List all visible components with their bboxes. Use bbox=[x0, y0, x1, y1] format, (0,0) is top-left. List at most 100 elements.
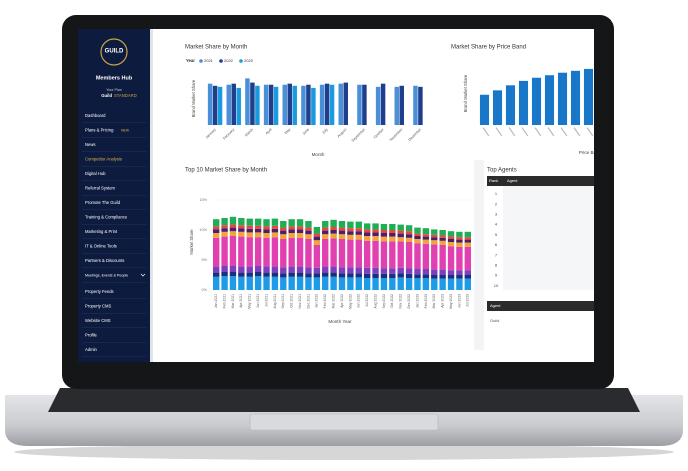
legend-label: 2021 bbox=[204, 58, 214, 63]
x-tick-label: Feb 2022 bbox=[323, 294, 327, 308]
menu-item[interactable]: Property Feeds bbox=[85, 289, 114, 294]
bar-segment bbox=[372, 240, 379, 268]
menu-item[interactable]: Profile bbox=[85, 333, 98, 338]
hub-title: Members Hub bbox=[96, 75, 133, 81]
bar-segment bbox=[347, 273, 354, 278]
bar-segment bbox=[431, 237, 438, 241]
bar bbox=[343, 82, 348, 125]
bar-segment bbox=[322, 239, 329, 267]
bar-segment bbox=[238, 225, 245, 229]
bar-segment bbox=[439, 237, 446, 241]
bar-segment bbox=[254, 232, 262, 238]
menu-item[interactable]: Meetings, Events & People bbox=[85, 273, 128, 277]
bar bbox=[226, 84, 232, 125]
bar-segment bbox=[355, 239, 362, 268]
legend-swatch bbox=[239, 59, 243, 63]
bar-segment bbox=[305, 221, 312, 228]
bar-segment bbox=[221, 266, 228, 272]
bar-segment bbox=[280, 239, 287, 268]
menu-item[interactable]: Admin bbox=[85, 347, 98, 352]
logo-ring bbox=[100, 38, 128, 66]
bar-segment bbox=[338, 267, 346, 274]
bar-segment bbox=[313, 227, 321, 234]
bar bbox=[245, 78, 250, 125]
bar-segment bbox=[372, 232, 379, 236]
bar-segment bbox=[464, 237, 471, 240]
bar-segment bbox=[372, 223, 379, 230]
bar-segment bbox=[296, 237, 304, 267]
bar-segment bbox=[229, 266, 237, 272]
bar-segment bbox=[439, 245, 446, 270]
bar-segment bbox=[389, 224, 396, 230]
sidebar bbox=[78, 29, 150, 362]
x-tick-label: Dec 2022 bbox=[407, 294, 411, 309]
bar-segment bbox=[296, 226, 304, 230]
table-title: Top Agents bbox=[487, 168, 517, 174]
bar-segment bbox=[389, 278, 396, 290]
menu-item[interactable]: Marketing & Print bbox=[85, 229, 118, 234]
menu-item[interactable]: Promote The Guild bbox=[85, 200, 121, 205]
bar-segment bbox=[288, 226, 295, 230]
bar-segment bbox=[355, 267, 362, 274]
bar-segment bbox=[263, 266, 270, 273]
bar bbox=[255, 85, 260, 125]
bar-segment bbox=[431, 229, 438, 235]
menu-item[interactable]: Property CMS bbox=[85, 304, 112, 309]
bar-segment bbox=[322, 276, 329, 290]
bar-segment bbox=[305, 227, 312, 231]
bar-segment bbox=[246, 276, 253, 290]
menu-item[interactable]: IT & Online Tools bbox=[85, 244, 117, 249]
bar-segment bbox=[405, 234, 413, 238]
x-tick-placeholder bbox=[534, 127, 542, 137]
bar-segment bbox=[422, 228, 430, 235]
x-tick-placeholder bbox=[508, 127, 516, 137]
bar bbox=[583, 68, 594, 125]
bar-segment bbox=[414, 269, 421, 275]
bar-segment bbox=[305, 230, 312, 235]
bar-segment bbox=[338, 273, 346, 278]
bar-segment bbox=[414, 236, 421, 239]
menu-item[interactable]: Referral System bbox=[85, 186, 116, 191]
bar-segment bbox=[363, 232, 371, 236]
x-axis-label: Month bbox=[312, 152, 325, 157]
bar-segment bbox=[322, 266, 329, 273]
menu-item[interactable]: Website CMS bbox=[85, 318, 111, 323]
x-tick-placeholder bbox=[586, 127, 594, 137]
bar-segment bbox=[372, 278, 379, 290]
bar-segment bbox=[229, 224, 237, 228]
bar-segment bbox=[313, 240, 321, 245]
menu-item[interactable]: Training & Compliance bbox=[85, 215, 128, 220]
bar-segment bbox=[447, 231, 455, 237]
bar bbox=[362, 84, 367, 125]
y-tick-label: 0% bbox=[202, 288, 208, 292]
menu-item[interactable]: Partners & Discounts bbox=[85, 258, 124, 263]
legend-swatch bbox=[199, 59, 203, 63]
bar-segment bbox=[347, 228, 354, 232]
x-tick-label: Feb 2023 bbox=[424, 294, 428, 308]
bar-segment bbox=[280, 221, 287, 228]
bar-segment bbox=[347, 239, 354, 268]
x-tick-label: Dec 2021 bbox=[306, 294, 310, 309]
bar-segment bbox=[439, 275, 446, 279]
bar-segment bbox=[322, 234, 329, 239]
menu-item[interactable]: Dashboard bbox=[85, 113, 106, 118]
x-tick-label: Jan 2021 bbox=[214, 294, 218, 308]
menu-item[interactable]: Competitor Analysis bbox=[85, 157, 122, 162]
bar-segment bbox=[213, 233, 220, 238]
menu-item[interactable]: Digital Hub bbox=[85, 171, 106, 176]
bar-segment bbox=[254, 237, 262, 266]
bar-segment bbox=[380, 233, 388, 237]
menu-item[interactable]: Plans & Pricing bbox=[85, 128, 114, 133]
new-badge: NEW bbox=[121, 128, 130, 132]
bar-segment bbox=[397, 241, 404, 268]
bar bbox=[418, 86, 423, 125]
menu-item[interactable]: News bbox=[85, 142, 95, 147]
bar-segment bbox=[229, 231, 237, 236]
bar-segment bbox=[447, 278, 455, 290]
x-tick-label: Feb 2021 bbox=[222, 294, 226, 308]
plan-tier: STANDARD bbox=[114, 93, 137, 98]
agent-cell: Guild bbox=[490, 318, 499, 323]
bar-segment bbox=[456, 278, 463, 290]
bar-segment bbox=[330, 233, 337, 239]
